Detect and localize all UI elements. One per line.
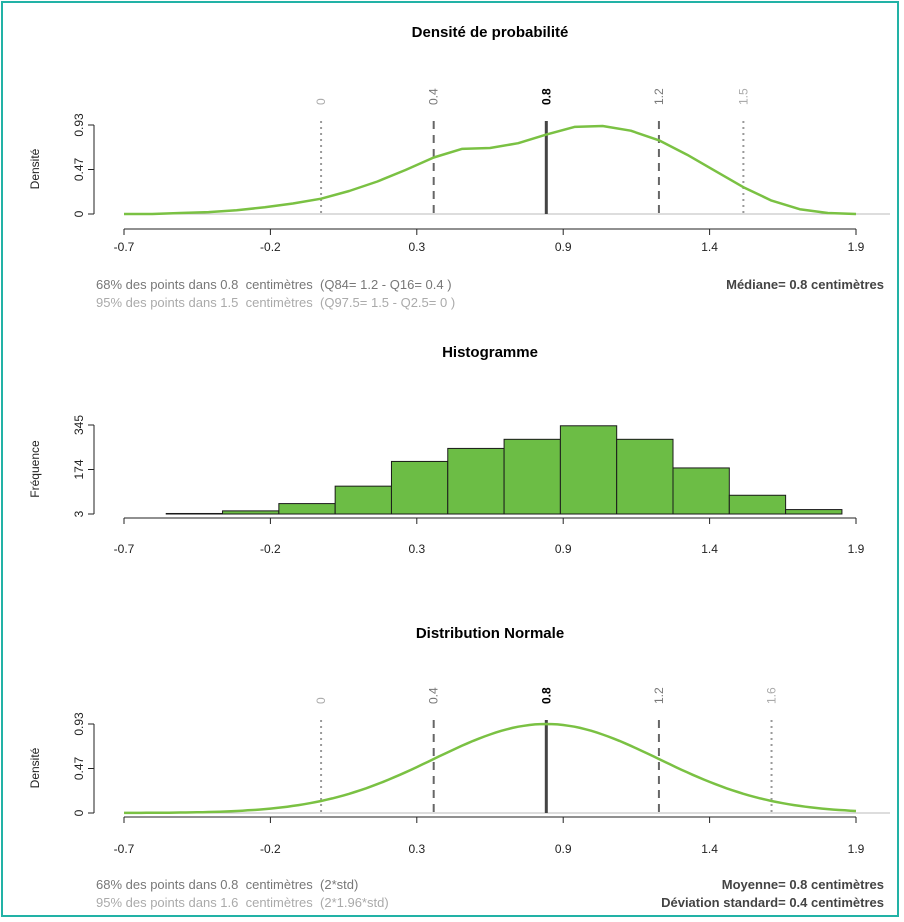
- density-y-tick-label: 0: [72, 210, 86, 217]
- histogram-bar: [785, 509, 843, 515]
- density-title: Densité de probabilité: [412, 24, 569, 41]
- normal-mean-stat: Moyenne= 0.8 centimètres: [721, 877, 884, 892]
- normal-x-tick-label: 1.9: [848, 842, 865, 856]
- histogram-y-tick-label: 345: [72, 415, 86, 435]
- density-x-tick-label: 0.9: [555, 240, 572, 254]
- normal-title: Distribution Normale: [416, 625, 564, 642]
- histogram-bar: [222, 510, 280, 515]
- histogram-x-tick-label: -0.7: [114, 542, 135, 556]
- density-median-stat: Médiane= 0.8 centimètres: [726, 277, 884, 292]
- density-y-tick-label: 0.47: [72, 157, 86, 181]
- histogram-y-tick-label: 174: [72, 459, 86, 479]
- normal-curve: [124, 722, 857, 815]
- density-vline-label: 1.5: [736, 88, 750, 105]
- histogram-bar: [672, 467, 730, 515]
- histogram-x-tick-label: 0.3: [408, 542, 425, 556]
- normal-x-tick-label: -0.2: [260, 842, 281, 856]
- histogram-x-tick-label: -0.2: [260, 542, 281, 556]
- density-vline-label: 0: [314, 98, 328, 105]
- histogram-x-tick-label: 1.9: [848, 542, 865, 556]
- histogram-bar: [334, 485, 392, 515]
- normal-ylabel: Densité: [28, 747, 42, 788]
- histogram-bar: [616, 438, 674, 515]
- density-footer-line2: 95% des points dans 1.5 centimètres (Q97…: [96, 295, 456, 310]
- normal-x-tick-label: 1.4: [701, 842, 718, 856]
- density-x-tick-label: -0.7: [114, 240, 135, 254]
- density-x-tick-label: -0.2: [260, 240, 281, 254]
- normal-sd-stat: Déviation standard= 0.4 centimètres: [661, 895, 884, 910]
- histogram-bar: [447, 447, 505, 515]
- histogram-bar: [503, 438, 561, 515]
- histogram-bar: [728, 494, 787, 515]
- normal-y-tick-label: 0.47: [72, 756, 86, 780]
- density-y-tick-label: 0.93: [72, 113, 86, 137]
- histogram-x-tick-label: 1.4: [701, 542, 718, 556]
- density-x-tick-label: 1.4: [701, 240, 718, 254]
- histogram-title: Histogramme: [442, 344, 538, 361]
- normal-x-tick-label: 0.3: [408, 842, 425, 856]
- histogram-y-tick-label: 3: [72, 510, 86, 517]
- density-curve: [124, 124, 857, 216]
- histogram-bar: [390, 460, 449, 515]
- normal-x-tick-label: 0.9: [555, 842, 572, 856]
- histogram-bar: [165, 512, 224, 515]
- density-vline-label: 0.4: [427, 88, 441, 105]
- density-vline-label: 1.2: [652, 88, 666, 105]
- density-vline-label: 0.8: [539, 88, 553, 105]
- density-x-tick-label: 1.9: [848, 240, 865, 254]
- normal-vline-label: 1.2: [652, 687, 666, 704]
- density-x-tick-label: 0.3: [408, 240, 425, 254]
- normal-x-tick-label: -0.7: [114, 842, 135, 856]
- density-ylabel: Densité: [28, 148, 42, 189]
- normal-vline-label: 0.4: [427, 687, 441, 704]
- normal-y-tick-label: 0.93: [72, 712, 86, 736]
- normal-vline-label: 0.8: [539, 687, 553, 704]
- histogram-bar: [559, 425, 618, 515]
- density-footer-line1: 68% des points dans 0.8 centimètres (Q84…: [96, 277, 452, 292]
- normal-y-tick-label: 0: [72, 809, 86, 816]
- normal-footer-line1: 68% des points dans 0.8 centimètres (2*s…: [96, 877, 359, 892]
- normal-vline-label: 0: [314, 697, 328, 704]
- normal-footer-line2: 95% des points dans 1.6 centimètres (2*1…: [96, 895, 389, 910]
- histogram-ylabel: Fréquence: [28, 440, 42, 498]
- histogram-x-tick-label: 0.9: [555, 542, 572, 556]
- histogram-bar: [278, 503, 336, 515]
- normal-vline-label: 1.6: [765, 687, 779, 704]
